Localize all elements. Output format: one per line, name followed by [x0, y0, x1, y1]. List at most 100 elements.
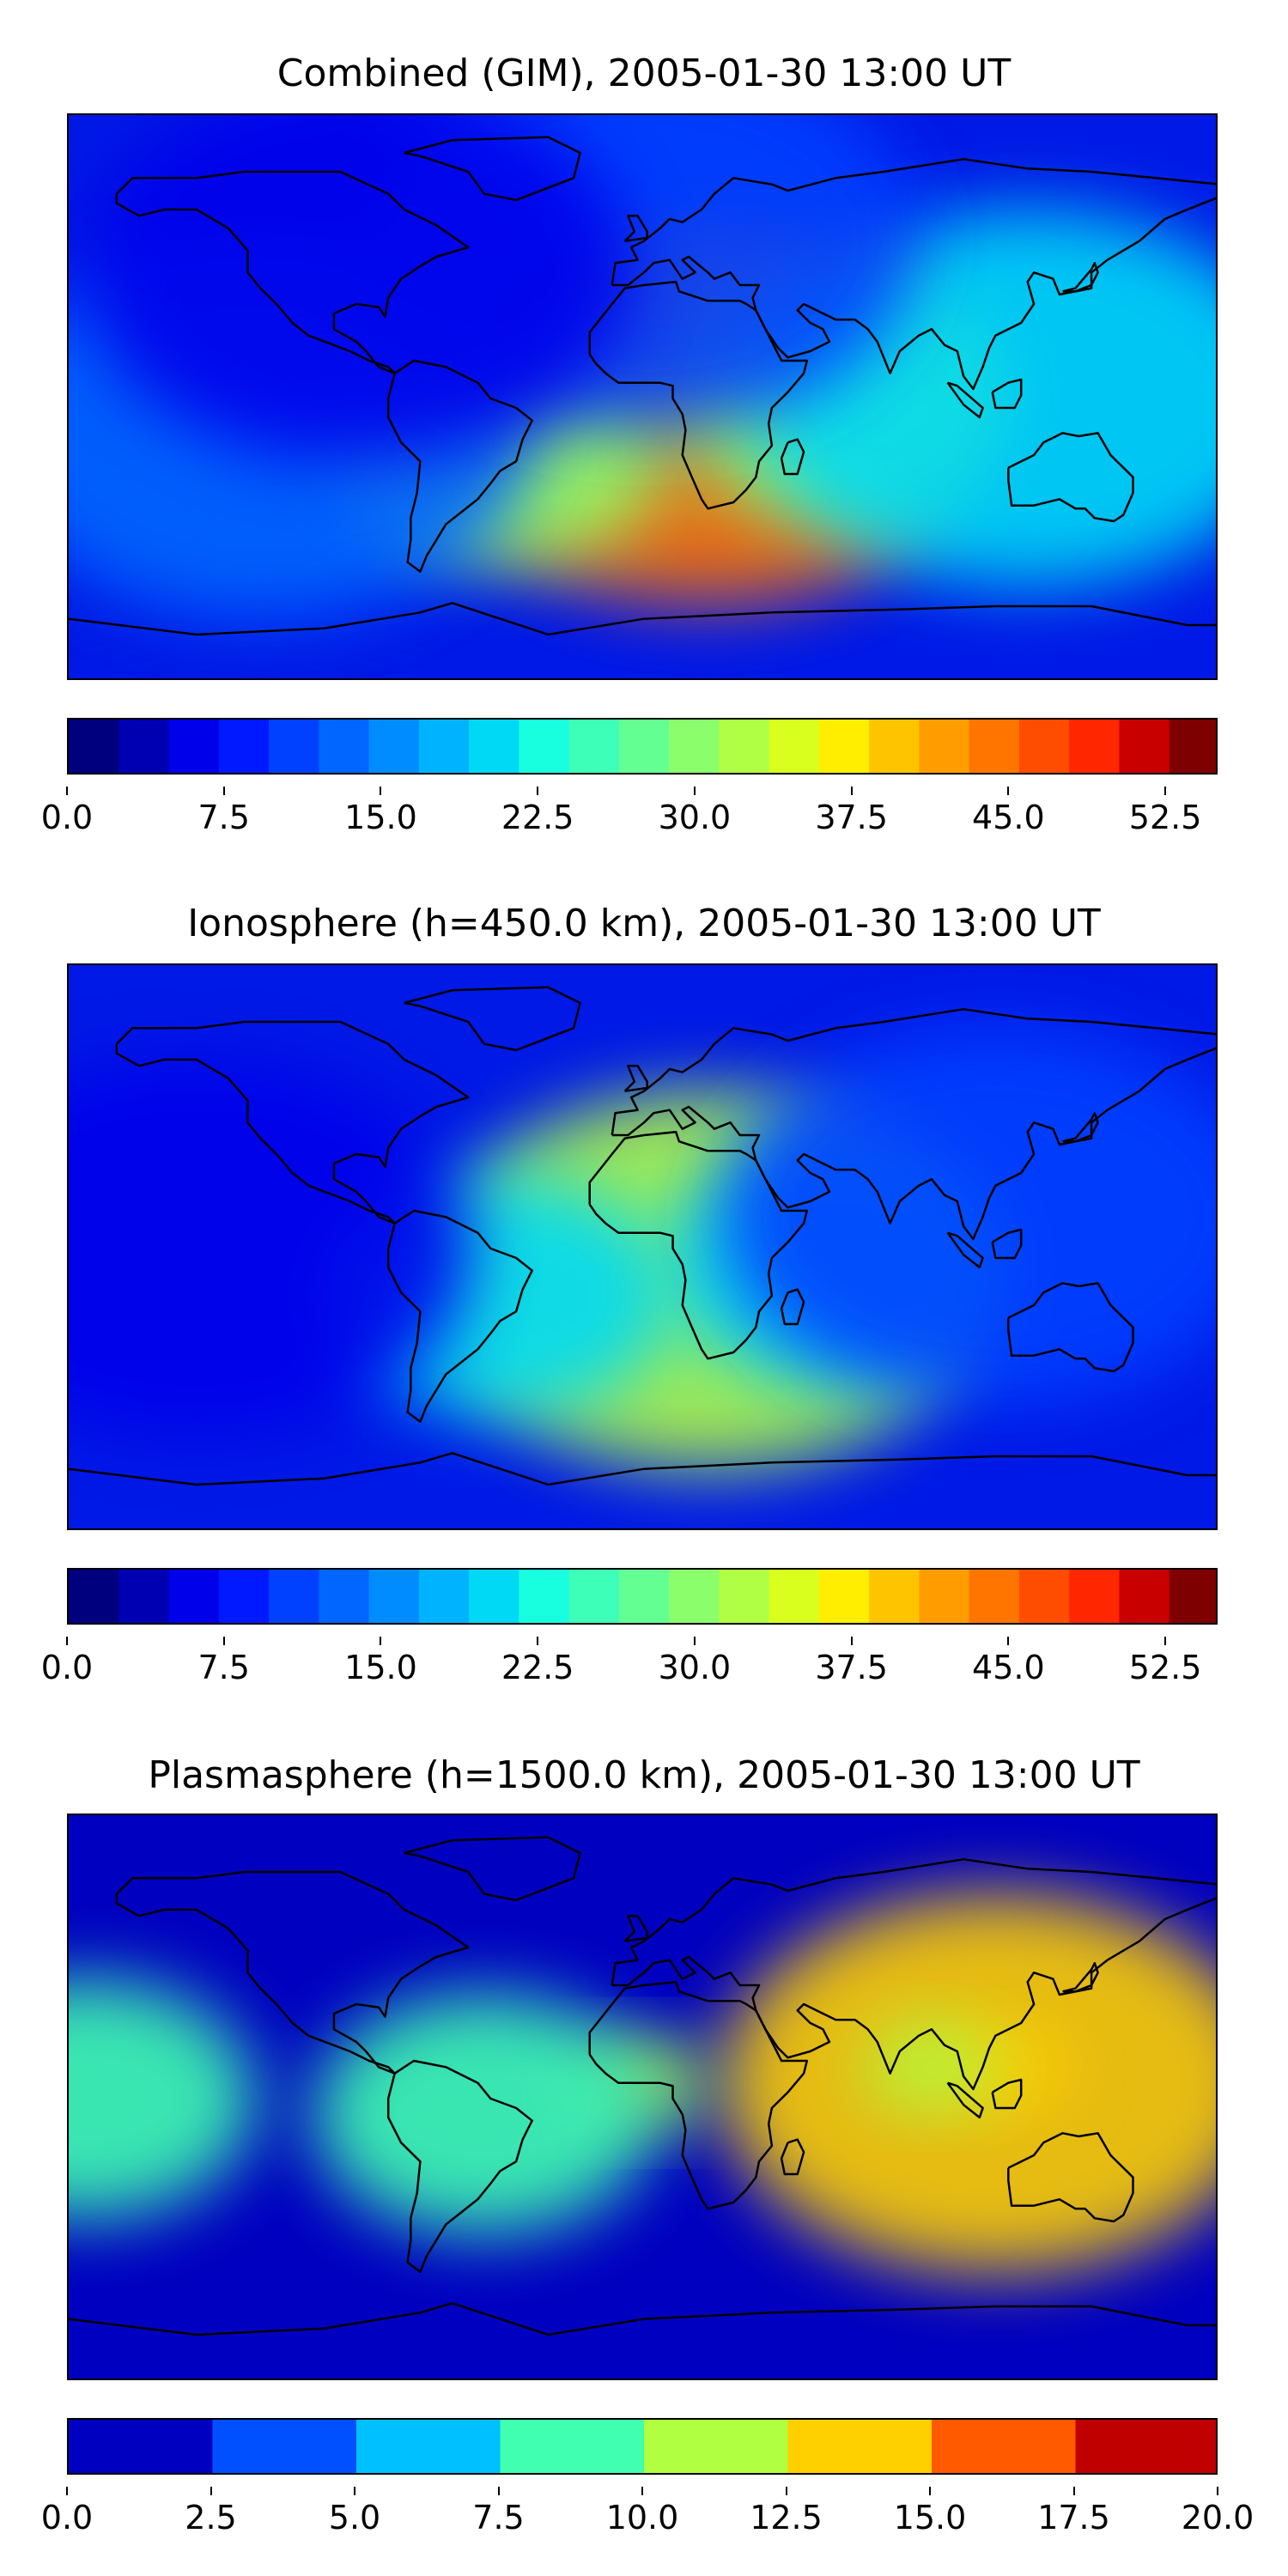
colorbar-segment	[368, 720, 420, 773]
colorbar-segment	[168, 1570, 220, 1623]
coastline	[386, 2059, 533, 2273]
colorbar-tick-label: 30.0	[658, 1649, 732, 1686]
colorbar-segment	[869, 1570, 920, 1623]
colorbar-segment	[319, 1570, 370, 1623]
coastline	[115, 1870, 470, 2075]
colorbar-ticks: 0.0 7.5 15.0 22.5 30.0 37.5 45.0 52.5	[41, 787, 1218, 841]
coastline	[404, 986, 581, 1052]
colorbar-segment	[1169, 720, 1216, 773]
coastline	[623, 1065, 648, 1092]
colorbar-ticks: 0.0 2.5 5.0 7.5 10.0 12.5 15.0 17.5 20.0	[41, 2487, 1254, 2542]
colorbar-segment	[1119, 1570, 1170, 1623]
colorbar-segment	[469, 1570, 519, 1623]
colorbar-segment	[469, 720, 519, 773]
colorbar-strip	[69, 2420, 1216, 2473]
colorbar-segment	[644, 2420, 789, 2473]
coastline	[611, 158, 1216, 391]
colorbar-tick-label: 7.5	[197, 799, 250, 836]
colorbar-tick-mark	[1007, 787, 1010, 795]
colorbar-tick-mark	[693, 1637, 696, 1645]
coastline	[946, 2081, 984, 2119]
coastline	[946, 1231, 984, 1269]
colorbar-segment	[669, 1570, 720, 1623]
colorbar-tick-label: 22.5	[501, 1649, 574, 1686]
map-plot	[67, 113, 1218, 680]
field-blob	[863, 2024, 1000, 2111]
chart-title: Ionosphere (h=450.0 km), 2005-01-30 13:0…	[187, 902, 1101, 945]
colorbar-segment	[1069, 720, 1121, 773]
colorbar-segment	[519, 720, 570, 773]
colorbar-tick-label: 22.5	[501, 799, 574, 836]
coastline	[780, 2138, 805, 2176]
heatmap-field	[69, 965, 1216, 1528]
coastline	[991, 2078, 1023, 2110]
chart-title: Combined (GIM), 2005-01-30 13:00 UT	[276, 52, 1012, 95]
colorbar-tick-label: 15.0	[893, 2499, 967, 2537]
colorbar-tick-mark	[1072, 2487, 1075, 2495]
colorbar-segment	[1075, 2420, 1216, 2473]
colorbar-segment	[719, 1570, 770, 1623]
colorbar-segment	[568, 1570, 620, 1623]
coastline	[1007, 432, 1134, 523]
colorbar-segment	[118, 1570, 170, 1623]
coastline	[991, 1228, 1023, 1260]
coastline	[404, 1836, 581, 1902]
colorbar-tick-label: 7.5	[472, 2499, 525, 2537]
colorbar-segment	[787, 2420, 933, 2473]
colorbar-segment	[869, 720, 920, 773]
coastline	[1007, 1282, 1134, 1373]
colorbar-tick-label: 52.5	[1128, 799, 1202, 836]
colorbar-segment	[719, 720, 770, 773]
coastline	[69, 2302, 1216, 2336]
colorbar-tick-label: 45.0	[972, 799, 1045, 836]
colorbar-segment	[1018, 720, 1070, 773]
colorbar-segment	[69, 1570, 119, 1623]
colorbar-tick-label: 37.5	[815, 799, 888, 836]
colorbar-segment	[519, 1570, 570, 1623]
colorbar-segment	[212, 2420, 357, 2473]
coastline	[623, 215, 648, 242]
coastline	[611, 1008, 1216, 1241]
colorbar-segment	[1169, 1570, 1216, 1623]
colorbar-tick-label: 17.5	[1037, 2499, 1110, 2537]
colorbar-segment	[669, 720, 720, 773]
colorbar	[67, 718, 1218, 775]
colorbar-segment	[618, 720, 670, 773]
colorbar-segment	[269, 1570, 319, 1623]
heatmap-field	[69, 115, 1216, 678]
coastline	[611, 1858, 1216, 2091]
colorbar-tick-label: 20.0	[1181, 2499, 1255, 2537]
coastline	[1062, 1112, 1099, 1143]
colorbar-segment	[1069, 1570, 1121, 1623]
map-plot	[67, 1814, 1218, 2380]
colorbar-tick-label: 0.0	[40, 1649, 94, 1686]
coastline	[69, 602, 1216, 636]
coastline	[946, 381, 984, 419]
colorbar-segment	[969, 720, 1020, 773]
colorbar-segment	[618, 1570, 670, 1623]
colorbar-segment	[69, 720, 119, 773]
colorbar-tick-mark	[537, 787, 539, 795]
colorbar-segment	[969, 1570, 1020, 1623]
colorbar-strip	[69, 720, 1216, 773]
colorbar-segment	[919, 1570, 970, 1623]
coastline	[991, 378, 1023, 410]
colorbar-tick-mark	[222, 787, 225, 795]
heatmap-field	[69, 1815, 1216, 2379]
colorbar-tick-mark	[929, 2487, 931, 2495]
map-plot	[67, 963, 1218, 1530]
coastline	[1007, 2132, 1134, 2223]
coastline	[386, 1209, 533, 1423]
colorbar-segment	[919, 720, 970, 773]
coastline	[115, 170, 470, 374]
colorbar-tick-label: 7.5	[197, 1649, 250, 1686]
coastline	[115, 1020, 470, 1224]
colorbar-tick-mark	[497, 2487, 500, 2495]
colorbar-segment	[769, 1570, 820, 1623]
colorbar-tick-label: 2.5	[185, 2499, 237, 2537]
coastline	[386, 359, 533, 573]
colorbar-tick-mark	[380, 1637, 382, 1645]
colorbar-tick-mark	[785, 2487, 787, 2495]
colorbar-segment	[319, 720, 370, 773]
coastline	[69, 1452, 1216, 1486]
